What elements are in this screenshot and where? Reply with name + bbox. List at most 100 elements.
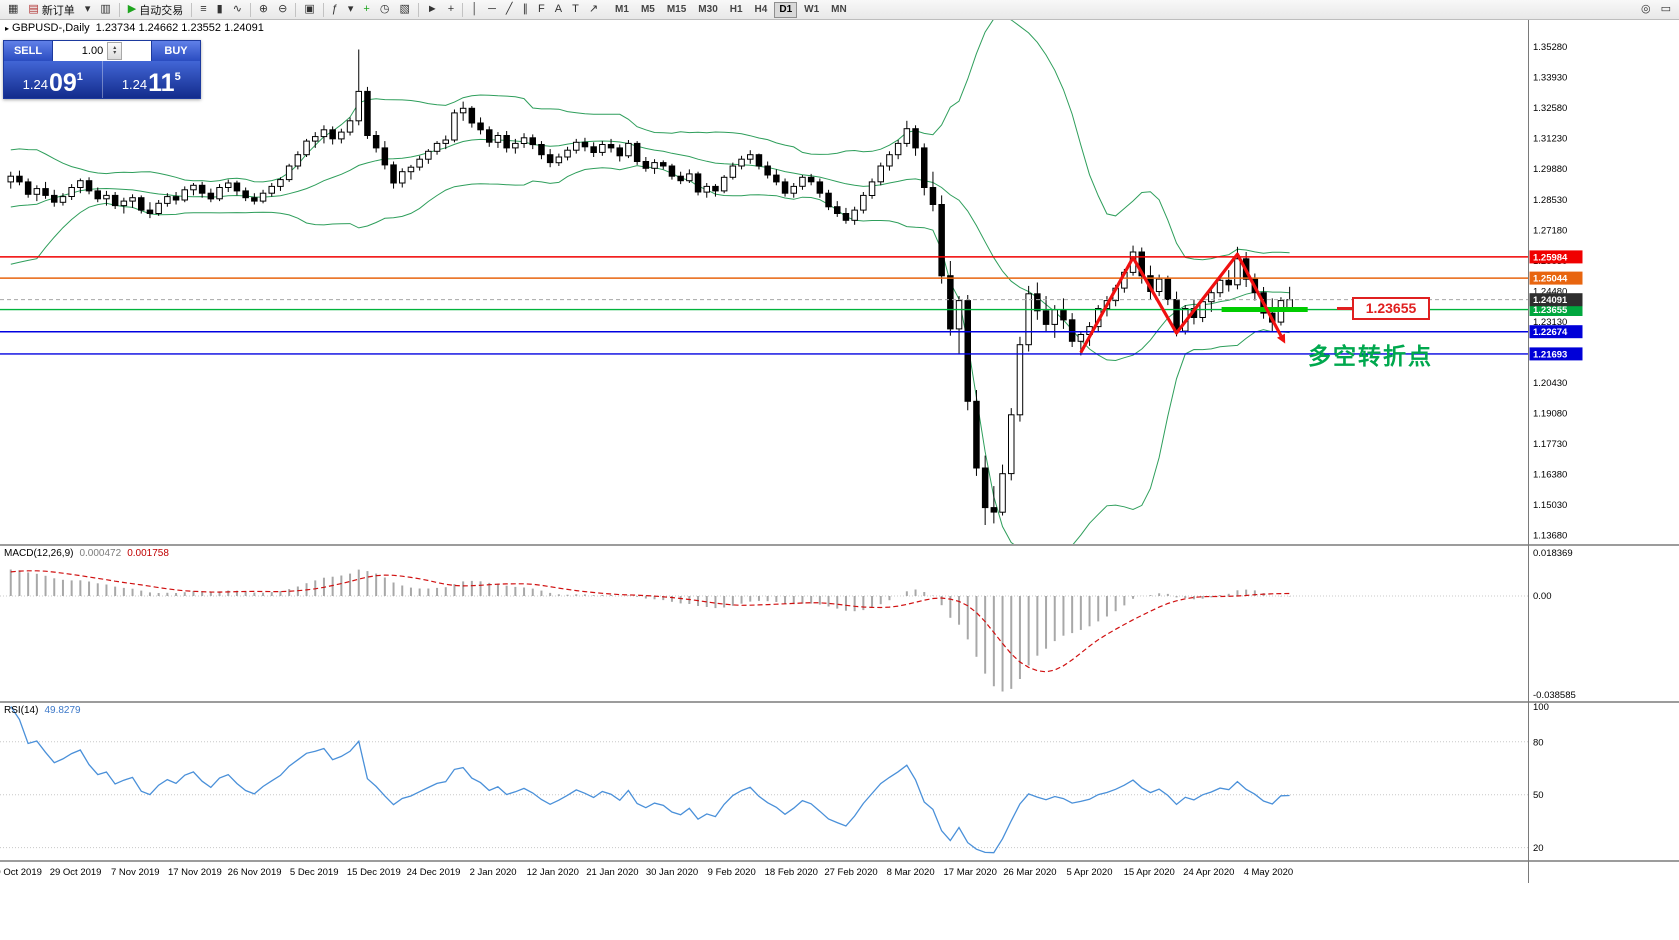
search-button[interactable]: ◎ — [1637, 1, 1655, 19]
panel-divider[interactable] — [0, 860, 1679, 862]
sell-price-box[interactable]: 1.24 09 1 — [4, 61, 102, 98]
periods-menu-button[interactable]: ◷ — [376, 1, 394, 19]
price-callout-box[interactable]: 1.23655 — [1352, 297, 1430, 320]
panel-divider[interactable] — [0, 544, 1679, 546]
cursor-button[interactable]: ► — [423, 1, 442, 19]
fibonacci-button[interactable]: F — [534, 1, 549, 19]
trend-zigzag[interactable] — [1079, 252, 1283, 354]
macd-signal-value: 0.001758 — [127, 548, 169, 559]
macd-layer — [0, 569, 1528, 692]
date-label: 27 Feb 2020 — [824, 867, 877, 878]
timeframe-m5-button[interactable]: M5 — [640, 4, 655, 15]
charts-menu-icon: ▾ — [84, 3, 91, 15]
label-button[interactable]: T — [568, 1, 583, 19]
rsi-name: RSI(14) — [4, 705, 39, 716]
buy-price-base: 1.24 — [121, 77, 148, 92]
timeframe-h1-button[interactable]: H1 — [729, 4, 743, 15]
date-label: 18 Feb 2020 — [765, 867, 818, 878]
candlestick-chart-icon: ▮ — [216, 3, 223, 15]
indicators-menu-button[interactable]: ▾ — [344, 1, 358, 19]
toolbar-separator — [249, 2, 251, 17]
tile-windows-button[interactable]: ▣ — [300, 1, 318, 19]
ohlc-values: 1.23734 1.24662 1.23552 1.24091 — [95, 22, 264, 34]
toolbar-separator — [118, 2, 120, 17]
volume-value[interactable]: 1.00 — [81, 45, 104, 57]
timeframe-mn-button[interactable]: MN — [831, 4, 847, 15]
timeframe-m1-button[interactable]: M1 — [615, 4, 629, 15]
zoom-in-button[interactable]: ⊕ — [255, 1, 272, 19]
turning-point-annotation[interactable]: 多空转折点 — [1308, 343, 1433, 369]
date-label: 5 Dec 2019 — [290, 867, 339, 878]
volume-spinner[interactable]: ▴ ▾ — [107, 42, 123, 60]
trendline-button[interactable]: ╱ — [502, 1, 517, 19]
timeframe-d1-button[interactable]: D1 — [774, 1, 798, 18]
date-label: 29 Oct 2019 — [50, 867, 102, 878]
rsi-value: 49.8279 — [44, 705, 81, 716]
svg-text:1.21693: 1.21693 — [1533, 349, 1567, 360]
sell-button[interactable]: SELL — [4, 41, 52, 61]
symbol-period-label: GBPUSD-,Daily — [12, 22, 90, 34]
chart-svg[interactable]: 1.35280 1.33930 1.32580 1.31230 1.29880 1.285… — [0, 19, 1679, 883]
arrows-menu-button[interactable]: ↗ — [585, 1, 602, 19]
date-label: 26 Mar 2020 — [1003, 867, 1056, 878]
chart-window[interactable]: 1.35280 1.33930 1.32580 1.31230 1.29880 1.285… — [0, 19, 1679, 940]
profiles-button[interactable]: ▥ — [96, 1, 114, 19]
arrows-menu-icon: ↗ — [588, 3, 599, 15]
rsi-indicator-label: RSI(14) 49.8279 — [4, 705, 81, 716]
timeframe-m30-button[interactable]: M30 — [698, 4, 718, 15]
channel-icon: ∥ — [522, 3, 529, 15]
volume-field[interactable]: 1.00 ▴ ▾ — [52, 41, 152, 61]
panel-divider[interactable] — [0, 701, 1679, 703]
bar-chart-button[interactable]: ≡ — [196, 1, 210, 19]
timeframe-m15-button[interactable]: M15 — [666, 4, 687, 15]
main-plot[interactable] — [0, 19, 1528, 554]
spinner-up-icon[interactable]: ▴ — [113, 45, 117, 51]
autotrade-button[interactable]: ▶ 自动交易 — [124, 1, 187, 19]
templates-button[interactable]: ▧ — [395, 1, 413, 19]
text-button[interactable]: A — [551, 1, 566, 19]
candlestick-chart-button[interactable]: ▮ — [213, 1, 227, 19]
thick-support-segment[interactable] — [1221, 307, 1308, 312]
timeframe-toolbar: M1 M5 M15 M30 H1 H4 D1 W1 MN — [609, 1, 853, 18]
line-chart-button[interactable]: ∿ — [229, 1, 246, 19]
new-order-button[interactable]: ▤ 新订单 — [24, 1, 78, 19]
indicators-menu-icon: ▾ — [347, 3, 354, 15]
channel-button[interactable]: ∥ — [519, 1, 533, 19]
timeframe-h4-button[interactable]: H4 — [754, 4, 768, 15]
zoom-in-icon: ⊕ — [258, 3, 269, 15]
sell-price-base: 1.24 — [22, 77, 48, 92]
toolbar-separator — [462, 2, 464, 17]
collapse-triangle-icon[interactable]: ▸ — [5, 24, 10, 33]
date-label: 9 Feb 2020 — [708, 867, 756, 878]
date-axis[interactable]: 20 Oct 2019 29 Oct 2019 7 Nov 2019 17 Nov 2… — [0, 867, 1293, 878]
date-label: 5 Apr 2020 — [1067, 867, 1113, 878]
date-label: 26 Nov 2019 — [228, 867, 282, 878]
date-label: 24 Apr 2020 — [1183, 867, 1234, 878]
price-scale[interactable]: 1.35280 1.33930 1.32580 1.31230 1.29880 1.285… — [1528, 19, 1583, 883]
vertical-line-button[interactable]: │ — [467, 1, 482, 19]
toolbar: ▦ ▤ 新订单 ▾ ▥ ▶ 自动交易 ≡ ▮ ∿ ⊕ ⊖ ▣ ƒ ▾ + ◷ ▧ ► + │ ─ ╱ ∥ F A T ↗ M1 M5 M1… — [0, 0, 1679, 20]
buy-button[interactable]: BUY — [152, 41, 200, 61]
price-tag-1.25984: 1.25984 — [1529, 250, 1583, 264]
horizontal-line-button[interactable]: ─ — [484, 1, 500, 19]
date-label: 20 Oct 2019 — [0, 867, 42, 878]
spinner-down-icon[interactable]: ▾ — [113, 50, 117, 56]
new-chart-button[interactable]: ▦ — [4, 1, 22, 19]
zoom-out-button[interactable]: ⊖ — [274, 1, 291, 19]
add-object-button[interactable]: + — [359, 1, 373, 19]
crosshair-button[interactable]: + — [444, 1, 458, 19]
bollinger-upper — [10, 19, 1290, 261]
price-scale-label: 1.20430 — [1533, 378, 1567, 389]
charts-menu-button[interactable]: ▾ — [81, 1, 95, 19]
svg-text:1.25984: 1.25984 — [1533, 252, 1568, 263]
indicators-button[interactable]: ƒ — [328, 1, 342, 19]
timeframe-w1-button[interactable]: W1 — [804, 4, 820, 15]
buy-price-box[interactable]: 1.24 11 5 — [101, 61, 201, 98]
svg-text:1.22674: 1.22674 — [1533, 327, 1568, 338]
indicators-icon: ƒ — [331, 3, 338, 15]
price-tag-1.21693: 1.21693 — [1529, 347, 1583, 361]
macd-name: MACD(12,26,9) — [4, 548, 74, 559]
layout-button[interactable]: ▭ — [1657, 1, 1675, 19]
date-label: 17 Mar 2020 — [944, 867, 997, 878]
